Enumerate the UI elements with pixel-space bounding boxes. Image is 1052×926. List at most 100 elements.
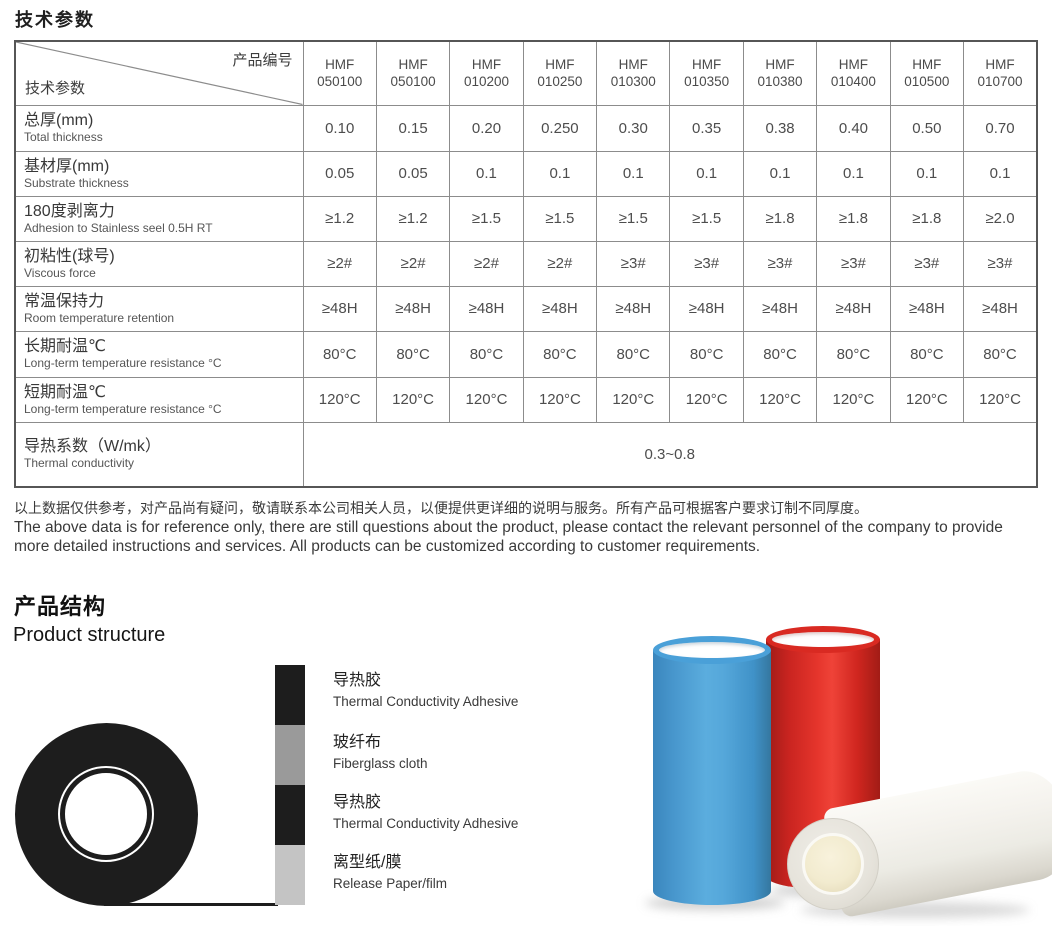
column-header-series: HMF bbox=[912, 57, 942, 73]
tape-roll-core bbox=[60, 768, 152, 860]
table-cell: ≥1.5 bbox=[669, 195, 744, 242]
table-cell: 120°C bbox=[596, 376, 671, 423]
section-title-structure-zh: 产品结构 bbox=[14, 594, 107, 619]
table-cell: 80°C bbox=[816, 330, 891, 378]
column-header-code: 010200 bbox=[463, 74, 509, 90]
row-label-en: Long-term temperature resistance °C bbox=[24, 356, 222, 370]
table-cell: 0.70 bbox=[963, 104, 1038, 152]
table-cell: 120°C bbox=[449, 376, 524, 423]
white-roll-core bbox=[802, 833, 864, 895]
column-header-series: HMF bbox=[545, 57, 575, 73]
table-cell: 80°C bbox=[742, 330, 818, 378]
row-label: 常温保持力 Room temperature retention bbox=[14, 285, 304, 332]
table-cell: 120°C bbox=[375, 376, 451, 423]
section-title-tech-params: 技术参数 bbox=[15, 10, 95, 30]
column-header-code: 010500 bbox=[904, 74, 950, 90]
white-roll-end bbox=[787, 818, 879, 910]
table-cell: 0.1 bbox=[449, 150, 524, 197]
table-cell: ≥48H bbox=[669, 285, 744, 332]
product-photo bbox=[620, 596, 1052, 926]
column-header-series: HMF bbox=[765, 57, 795, 73]
column-header: HMF 010700 bbox=[963, 40, 1038, 106]
row-label-zh: 初粘性(球号) bbox=[24, 247, 115, 265]
spec-table: 产品编号 技术参数 HMF 050100 HMF 050100 HMF 010200 HMF 01… bbox=[14, 40, 1038, 488]
table-cell: 80°C bbox=[669, 330, 744, 378]
table-cell: ≥3# bbox=[669, 240, 744, 287]
row-label-zh: 总厚(mm) bbox=[24, 112, 94, 129]
disclaimer-zh: 以上数据仅供参考，对产品尚有疑问，敬请联系本公司相关人员，以便提供更详细的说明与… bbox=[14, 500, 868, 516]
table-cell: ≥1.8 bbox=[889, 195, 965, 242]
row-label: 短期耐温℃ Long-term temperature resistance °C bbox=[14, 376, 304, 423]
column-header: HMF 010350 bbox=[669, 40, 744, 106]
row-label-en: Long-term temperature resistance °C bbox=[24, 401, 222, 416]
column-header: HMF 010500 bbox=[889, 40, 965, 106]
layer-label-release-paper: 离型纸/膜 Release Paper/film bbox=[333, 854, 448, 891]
column-header-series: HMF bbox=[325, 57, 355, 73]
table-cell: 0.1 bbox=[963, 150, 1038, 197]
column-header-code: 010400 bbox=[830, 74, 876, 90]
column-header: HMF 050100 bbox=[375, 40, 451, 106]
table-cell: 0.05 bbox=[375, 150, 451, 197]
table-cell: ≥2# bbox=[375, 240, 451, 287]
table-cell: ≥1.8 bbox=[816, 195, 891, 242]
layer-block-fiberglass bbox=[275, 725, 305, 785]
tape-strip bbox=[104, 903, 278, 906]
column-header: HMF 010200 bbox=[449, 40, 524, 106]
layer-stack bbox=[275, 665, 305, 905]
table-cell: 120°C bbox=[522, 376, 598, 423]
row-label-zh: 导热系数（W/mk） bbox=[24, 438, 161, 456]
row-label-zh: 常温保持力 bbox=[24, 292, 105, 310]
row-label-en: Total thickness bbox=[24, 130, 103, 144]
column-header: HMF 010250 bbox=[522, 40, 598, 106]
table-cell: ≥2.0 bbox=[963, 195, 1038, 242]
table-cell: ≥48H bbox=[596, 285, 671, 332]
column-header-code: 010350 bbox=[684, 74, 730, 90]
disclaimer-en: The above data is for reference only, th… bbox=[14, 519, 1003, 555]
table-cell: 80°C bbox=[889, 330, 965, 378]
layer-block-adhesive-top bbox=[275, 665, 305, 725]
table-cell: 0.1 bbox=[889, 150, 965, 197]
layer-label-adhesive-top: 导热胶 Thermal Conductivity Adhesive bbox=[333, 672, 519, 709]
column-header: HMF 010380 bbox=[742, 40, 818, 106]
column-header: HMF 010300 bbox=[596, 40, 671, 106]
column-header-series: HMF bbox=[692, 57, 722, 73]
table-cell: 0.10 bbox=[302, 104, 377, 152]
red-roll bbox=[766, 626, 880, 889]
column-header-series: HMF bbox=[471, 57, 502, 73]
table-cell: 120°C bbox=[669, 376, 744, 423]
section-title-structure-en: Product structure bbox=[13, 624, 166, 646]
table-cell: ≥3# bbox=[963, 240, 1038, 287]
table-cell: ≥1.2 bbox=[302, 195, 377, 242]
table-cell: 80°C bbox=[375, 330, 451, 378]
table-cell: 120°C bbox=[302, 376, 377, 423]
table-cell: ≥48H bbox=[889, 285, 965, 332]
corner-label-product-no: 产品编号 bbox=[232, 52, 293, 69]
table-cell: ≥3# bbox=[889, 240, 965, 287]
table-cell: ≥48H bbox=[816, 285, 891, 332]
column-header: HMF 010400 bbox=[816, 40, 891, 106]
table-cell: ≥48H bbox=[742, 285, 818, 332]
table-cell: 0.1 bbox=[522, 150, 598, 197]
column-header-code: 010300 bbox=[610, 74, 656, 90]
disclaimer: 以上数据仅供参考，对产品尚有疑问，敬请联系本公司相关人员，以便提供更详细的说明与… bbox=[14, 499, 1026, 556]
structure-diagram: 导热胶 Thermal Conductivity Adhesive 玻纤布 Fi… bbox=[15, 665, 519, 906]
tape-roll-icon bbox=[15, 723, 198, 906]
row-label: 长期耐温℃ Long-term temperature resistance °C bbox=[14, 330, 304, 378]
table-cell: ≥48H bbox=[302, 285, 377, 332]
corner-label-tech-params: 技术参数 bbox=[25, 79, 86, 97]
table-cell: 0.50 bbox=[889, 104, 965, 152]
table-cell: ≥48H bbox=[963, 285, 1038, 332]
blue-roll-top-rim bbox=[653, 636, 771, 664]
table-cell-merged: 0.3~0.8 bbox=[302, 421, 1038, 488]
layer-block-release-paper bbox=[275, 845, 305, 905]
row-label: 基材厚(mm) Substrate thickness bbox=[14, 150, 304, 197]
table-cell: 0.1 bbox=[669, 150, 744, 197]
table-cell: 0.1 bbox=[816, 150, 891, 197]
table-cell: ≥48H bbox=[522, 285, 598, 332]
table-cell: ≥1.8 bbox=[742, 195, 818, 242]
column-header-code: 050100 bbox=[317, 74, 363, 90]
table-cell: ≥1.2 bbox=[375, 195, 451, 242]
table-cell: ≥3# bbox=[596, 240, 671, 287]
table-cell: 0.38 bbox=[742, 104, 818, 152]
row-label-zh: 短期耐温℃ bbox=[24, 383, 106, 401]
